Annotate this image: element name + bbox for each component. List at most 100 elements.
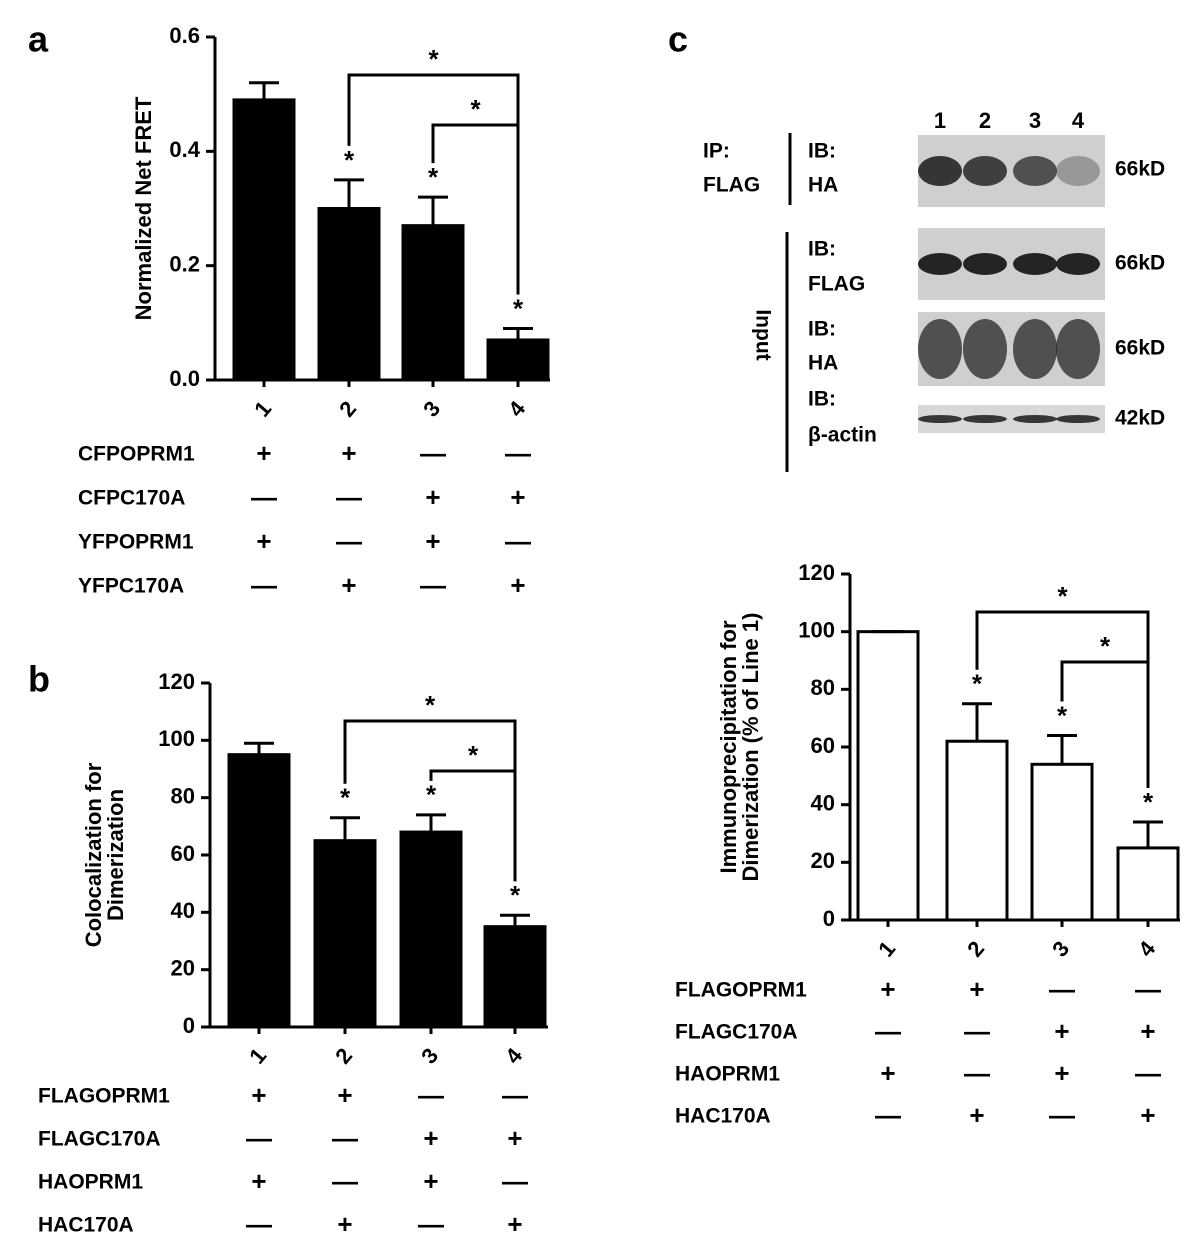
- y-tick-label: 0: [183, 1013, 195, 1038]
- lane-number: 1: [934, 108, 946, 133]
- bar: [313, 839, 377, 1029]
- condition-mark: +: [507, 1123, 522, 1153]
- size-label: 66kD: [1115, 158, 1165, 181]
- y-tick-label: 40: [811, 790, 835, 815]
- blot-band: [1056, 415, 1100, 423]
- bar: [856, 630, 920, 922]
- blot-band: [1056, 319, 1100, 379]
- condition-mark: +: [425, 526, 440, 556]
- condition-name: CFPC170A: [78, 487, 185, 510]
- blot-band: [918, 319, 962, 379]
- condition-mark: —: [502, 1080, 528, 1110]
- panel-letter: a: [28, 19, 49, 60]
- condition-mark: +: [1054, 1058, 1069, 1088]
- y-axis-title: Dimerization: [103, 789, 128, 921]
- x-tick-label: 4: [503, 396, 531, 422]
- blot-band: [963, 415, 1007, 423]
- blot-band: [918, 253, 962, 275]
- condition-name: CFPOPRM1: [78, 443, 195, 466]
- condition-mark: +: [969, 1100, 984, 1130]
- x-tick-label: 1: [873, 936, 900, 961]
- bar: [945, 739, 1009, 922]
- blot-band: [1013, 415, 1057, 423]
- x-tick-label: 3: [1047, 936, 1074, 961]
- condition-name: HAOPRM1: [675, 1063, 780, 1086]
- blot-band: [1013, 156, 1057, 186]
- size-label: 42kD: [1115, 407, 1165, 430]
- x-tick-label: 3: [418, 396, 445, 421]
- ib-label: FLAG: [808, 273, 865, 296]
- significance-star: *: [513, 293, 524, 323]
- condition-mark: +: [341, 438, 356, 468]
- y-tick-label: 0: [823, 906, 835, 931]
- y-tick-label: 60: [171, 841, 195, 866]
- condition-name: FLAGOPRM1: [675, 979, 807, 1002]
- condition-mark: +: [425, 482, 440, 512]
- x-tick-label: 1: [244, 1043, 271, 1068]
- bracket-star: *: [470, 94, 481, 124]
- condition-mark: —: [251, 482, 277, 512]
- condition-mark: +: [251, 1166, 266, 1196]
- significance-bracket: [1060, 660, 1150, 788]
- ib-label: IB:: [808, 238, 836, 261]
- ib-label: HA: [808, 352, 838, 375]
- size-label: 66kD: [1115, 337, 1165, 360]
- y-tick-label: 100: [158, 726, 195, 751]
- significance-star: *: [972, 669, 983, 699]
- significance-star: *: [1143, 787, 1154, 817]
- lane-number: 3: [1029, 108, 1041, 133]
- condition-mark: +: [423, 1123, 438, 1153]
- condition-mark: +: [880, 1058, 895, 1088]
- y-axis-title: Immunoprecipitation for: [716, 620, 741, 873]
- ib-label: HA: [808, 174, 838, 197]
- ib-label: β-actin: [808, 424, 877, 447]
- y-tick-label: 0.2: [169, 251, 200, 276]
- bracket-star: *: [1100, 631, 1111, 661]
- condition-name: FLAGC170A: [38, 1128, 161, 1151]
- condition-mark: —: [875, 1016, 901, 1046]
- significance-bracket: [431, 123, 520, 295]
- bar: [317, 207, 381, 382]
- bracket-star: *: [425, 690, 436, 720]
- bar: [1116, 846, 1180, 922]
- y-tick-label: 0.6: [169, 23, 200, 48]
- condition-mark: —: [1049, 974, 1075, 1004]
- condition-mark: —: [964, 1016, 990, 1046]
- condition-mark: +: [969, 974, 984, 1004]
- x-tick-label: 3: [416, 1043, 443, 1068]
- condition-mark: +: [423, 1166, 438, 1196]
- condition-mark: —: [964, 1058, 990, 1088]
- condition-mark: —: [1049, 1100, 1075, 1130]
- condition-mark: —: [1135, 974, 1161, 1004]
- condition-mark: +: [341, 570, 356, 600]
- blot-band: [963, 156, 1007, 186]
- y-tick-label: 100: [798, 617, 835, 642]
- condition-mark: —: [505, 526, 531, 556]
- y-tick-label: 80: [811, 675, 835, 700]
- condition-mark: —: [336, 526, 362, 556]
- y-tick-label: 60: [811, 733, 835, 758]
- significance-star: *: [428, 162, 439, 192]
- condition-mark: —: [336, 482, 362, 512]
- condition-mark: —: [332, 1123, 358, 1153]
- condition-mark: +: [1054, 1016, 1069, 1046]
- input-label: Input: [751, 309, 774, 360]
- ip-label: FLAG: [703, 174, 760, 197]
- condition-mark: +: [510, 570, 525, 600]
- ib-label: IB:: [808, 388, 836, 411]
- condition-name: HAC170A: [38, 1214, 134, 1237]
- condition-name: HAOPRM1: [38, 1171, 143, 1194]
- y-tick-label: 120: [798, 560, 835, 585]
- significance-bracket: [429, 769, 517, 882]
- condition-mark: +: [256, 438, 271, 468]
- bracket-star: *: [428, 44, 439, 74]
- bracket-star: *: [1057, 581, 1068, 611]
- condition-mark: +: [1140, 1016, 1155, 1046]
- x-tick-label: 2: [334, 396, 361, 421]
- bar: [399, 830, 463, 1029]
- y-tick-label: 0.0: [169, 366, 200, 391]
- significance-star: *: [510, 880, 521, 910]
- lane-number: 4: [1072, 108, 1085, 133]
- y-tick-label: 0.4: [169, 137, 200, 162]
- condition-mark: —: [332, 1166, 358, 1196]
